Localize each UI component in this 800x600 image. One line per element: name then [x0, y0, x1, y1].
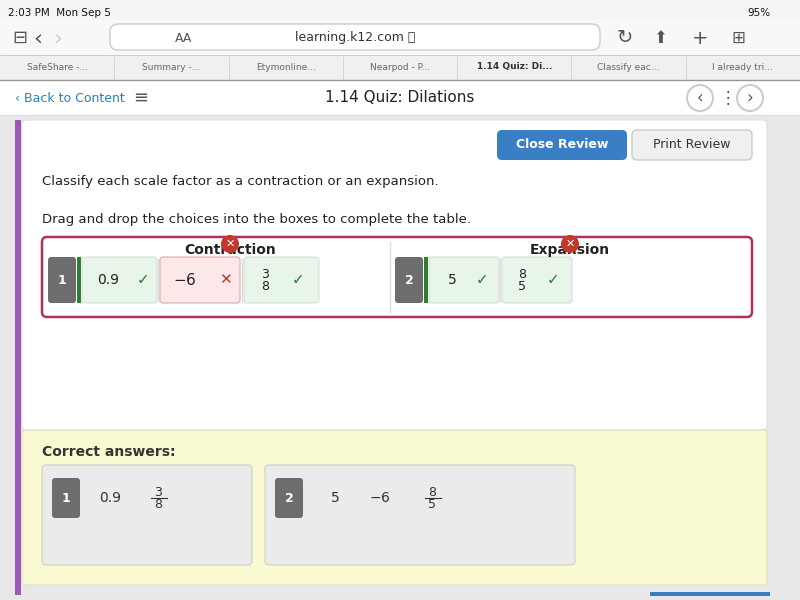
Text: Etymonline...: Etymonline... — [256, 62, 316, 71]
Bar — [0, 20, 800, 55]
FancyBboxPatch shape — [52, 478, 80, 518]
FancyBboxPatch shape — [632, 130, 752, 160]
Text: ‹: ‹ — [697, 89, 703, 107]
FancyBboxPatch shape — [497, 130, 627, 160]
FancyBboxPatch shape — [42, 237, 752, 317]
Text: 3: 3 — [261, 268, 269, 280]
Bar — [0, 80, 800, 115]
FancyBboxPatch shape — [502, 257, 572, 303]
Text: 5: 5 — [428, 499, 436, 511]
Circle shape — [221, 235, 239, 253]
Bar — [650, 592, 770, 596]
Text: 2: 2 — [405, 274, 414, 286]
Text: 5: 5 — [518, 280, 526, 293]
Text: 2:03 PM  Mon Sep 5: 2:03 PM Mon Sep 5 — [8, 8, 111, 18]
Text: ✕: ✕ — [218, 272, 231, 287]
Text: Print Review: Print Review — [654, 139, 730, 151]
Text: Drag and drop the choices into the boxes to complete the table.: Drag and drop the choices into the boxes… — [42, 214, 471, 226]
Circle shape — [687, 85, 713, 111]
Text: 8: 8 — [428, 485, 436, 499]
FancyBboxPatch shape — [244, 257, 319, 303]
FancyBboxPatch shape — [110, 24, 600, 50]
Circle shape — [561, 235, 579, 253]
Text: ⋮: ⋮ — [720, 89, 736, 107]
Text: Expansion: Expansion — [530, 243, 610, 257]
Text: ≡: ≡ — [133, 89, 148, 107]
Text: Classify each scale factor as a contraction or an expansion.: Classify each scale factor as a contract… — [42, 175, 438, 188]
Text: Classify eac...: Classify eac... — [598, 62, 660, 71]
Text: ‹: ‹ — [34, 28, 42, 48]
FancyBboxPatch shape — [265, 465, 575, 565]
FancyBboxPatch shape — [22, 430, 767, 585]
Bar — [0, 115, 800, 600]
FancyBboxPatch shape — [48, 257, 76, 303]
Text: Correct answers:: Correct answers: — [42, 445, 175, 459]
FancyBboxPatch shape — [22, 120, 767, 430]
Bar — [0, 0, 800, 20]
Text: 3: 3 — [154, 485, 162, 499]
Text: 5: 5 — [448, 273, 456, 287]
Text: I already tri...: I already tri... — [713, 62, 774, 71]
Bar — [424, 257, 428, 303]
Text: Nearpod - P...: Nearpod - P... — [370, 62, 430, 71]
Bar — [0, 55, 800, 80]
Text: ✕: ✕ — [226, 239, 234, 249]
Text: 8: 8 — [154, 499, 162, 511]
Text: learning.k12.com 🔒: learning.k12.com 🔒 — [295, 31, 415, 44]
Circle shape — [737, 85, 763, 111]
FancyBboxPatch shape — [82, 257, 157, 303]
Text: $-6$: $-6$ — [370, 491, 390, 505]
Text: ⊞: ⊞ — [731, 29, 745, 47]
Text: ↻: ↻ — [617, 28, 633, 47]
FancyBboxPatch shape — [160, 257, 240, 303]
Text: 8: 8 — [261, 280, 269, 293]
Bar — [77, 257, 81, 303]
Text: ‹ Back to Content: ‹ Back to Content — [15, 91, 125, 104]
Text: ⬆: ⬆ — [653, 29, 667, 47]
FancyBboxPatch shape — [42, 465, 252, 565]
Text: Close Review: Close Review — [516, 139, 608, 151]
Text: AA: AA — [175, 31, 192, 44]
Text: 1.14 Quiz: Di...: 1.14 Quiz: Di... — [477, 62, 552, 71]
Text: SafeShare -...: SafeShare -... — [26, 62, 88, 71]
Text: 1: 1 — [58, 274, 66, 286]
Text: ✓: ✓ — [476, 272, 488, 287]
FancyBboxPatch shape — [275, 478, 303, 518]
Bar — [15, 120, 21, 595]
Text: Contraction: Contraction — [184, 243, 276, 257]
Text: ›: › — [54, 28, 62, 48]
Text: ✓: ✓ — [137, 272, 150, 287]
Text: 1.14 Quiz: Dilations: 1.14 Quiz: Dilations — [326, 91, 474, 106]
Text: 0.9: 0.9 — [99, 491, 121, 505]
Text: +: + — [692, 28, 708, 47]
Text: Summary -...: Summary -... — [142, 62, 201, 71]
Text: 5: 5 — [330, 491, 339, 505]
Text: 2: 2 — [285, 491, 294, 505]
Text: 1: 1 — [62, 491, 70, 505]
Text: ⊟: ⊟ — [12, 29, 27, 47]
Text: 95%: 95% — [747, 8, 770, 18]
Text: $-6$: $-6$ — [174, 272, 197, 288]
Text: ✓: ✓ — [292, 272, 304, 287]
FancyBboxPatch shape — [395, 257, 423, 303]
Text: 0.9: 0.9 — [97, 273, 119, 287]
Text: ✓: ✓ — [546, 272, 559, 287]
Text: ›: › — [746, 89, 754, 107]
FancyBboxPatch shape — [429, 257, 499, 303]
Text: ✕: ✕ — [566, 239, 574, 249]
Text: 8: 8 — [518, 268, 526, 280]
